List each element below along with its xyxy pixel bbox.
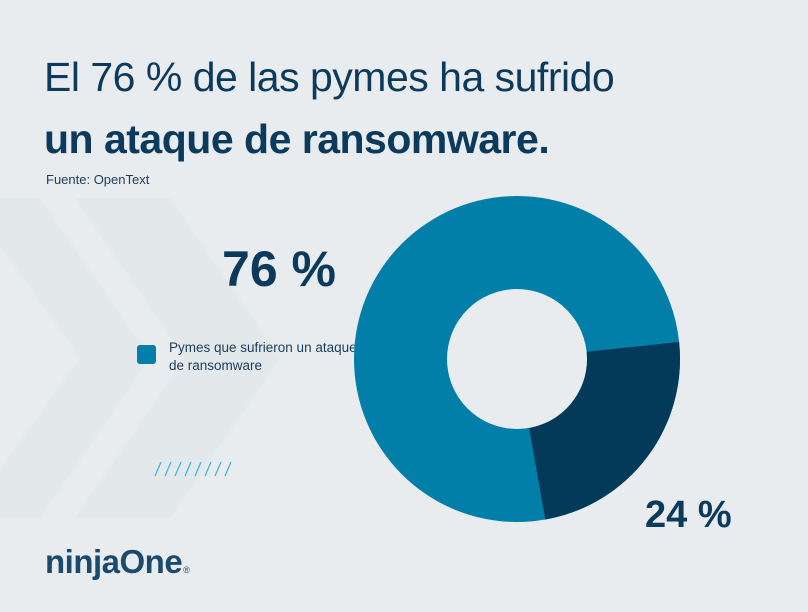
primary-value-label: 76 % xyxy=(222,241,336,297)
chart-legend: Pymes que sufrieron un ataque de ransomw… xyxy=(137,339,369,375)
ninjaone-logo: ninjaOne® xyxy=(45,543,190,581)
segment-24 xyxy=(529,341,680,520)
legend-swatch xyxy=(137,345,156,364)
title-line-2: un ataque de ransomware. xyxy=(44,116,550,162)
decorative-slashes-icon xyxy=(154,461,232,477)
donut-hole xyxy=(447,289,587,429)
title-line-1: El 76 % de las pymes ha sufrido xyxy=(44,54,615,100)
logo-text: ninjaOne xyxy=(45,543,183,580)
registered-mark: ® xyxy=(183,565,190,575)
secondary-value-label: 24 % xyxy=(645,494,732,536)
source-citation: Fuente: OpenText xyxy=(46,172,150,187)
page-title: El 76 % de las pymes ha sufrido un ataqu… xyxy=(44,46,615,170)
donut-chart xyxy=(354,196,680,522)
legend-label: Pymes que sufrieron un ataque de ransomw… xyxy=(169,340,357,373)
